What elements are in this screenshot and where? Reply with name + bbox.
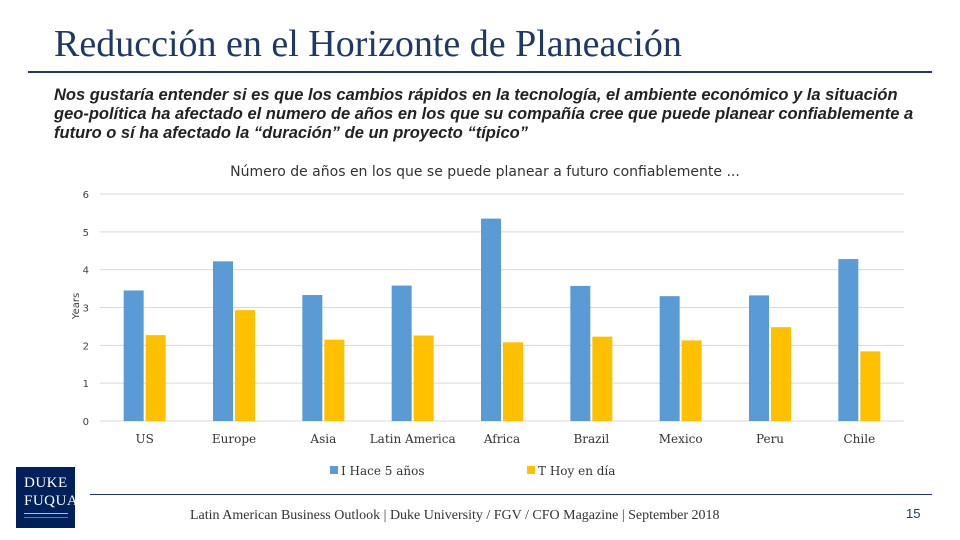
x-tick-label: Chile (843, 432, 875, 446)
logo-rule-2 (24, 517, 68, 518)
x-tick-label: Peru (756, 432, 784, 446)
bar-hoy-en-dia (592, 336, 613, 421)
legend-swatch (330, 466, 338, 474)
bar-hace-5-anos (391, 285, 412, 421)
x-tick-label: Africa (483, 432, 520, 446)
duke-fuqua-logo: DUKE FUQUA (16, 467, 79, 528)
x-tick-label: Latin America (370, 432, 456, 446)
logo-rule (24, 513, 68, 514)
bar-hace-5-anos (481, 218, 501, 421)
slide-subtitle: Nos gustaría entender si es que los camb… (54, 86, 914, 142)
logo-line-2: FUQUA (24, 493, 79, 509)
bar-hoy-en-dia (503, 342, 523, 421)
bar-hace-5-anos (302, 295, 323, 421)
footer-divider (90, 494, 932, 495)
y-tick-label: 1 (83, 379, 89, 390)
title-divider (28, 71, 932, 73)
y-tick-label: 4 (83, 266, 89, 277)
y-axis-label: Years (71, 293, 82, 320)
chart-title: Número de años en los que se puede plane… (230, 164, 740, 180)
legend-swatch (527, 466, 535, 474)
slide-title: Reducción en el Horizonte de Planeación (54, 23, 682, 65)
x-tick-label: Brazil (573, 432, 609, 446)
y-tick-label: 6 (83, 190, 89, 201)
bar-hace-5-anos (659, 296, 680, 421)
y-tick-label: 3 (83, 304, 89, 315)
bar-hace-5-anos (213, 261, 233, 421)
bar-hoy-en-dia (413, 335, 434, 421)
bar-hoy-en-dia (145, 335, 166, 421)
x-tick-label: US (135, 432, 153, 446)
y-tick-label: 2 (83, 341, 89, 352)
x-tick-label: Mexico (659, 432, 703, 446)
bar-hace-5-anos (749, 295, 769, 421)
page-number: 15 (906, 506, 921, 521)
bar-hace-5-anos (838, 259, 859, 421)
bar-hoy-en-dia (860, 351, 881, 421)
bar-hoy-en-dia (771, 327, 791, 421)
bar-hoy-en-dia (235, 310, 255, 421)
y-tick-label: 5 (83, 228, 89, 239)
bar-hace-5-anos (123, 290, 144, 421)
x-tick-label: Europe (212, 432, 256, 446)
bar-hoy-en-dia (681, 340, 702, 421)
logo-line-1: DUKE (24, 475, 68, 491)
legend-label: T Hoy en día (538, 464, 615, 478)
bar-hoy-en-dia (324, 339, 345, 421)
x-tick-label: Asia (309, 432, 336, 446)
footer-source: Latin American Business Outlook | Duke U… (190, 508, 720, 523)
legend-label: I Hace 5 años (341, 464, 425, 478)
y-tick-label: 0 (83, 417, 89, 428)
bar-hace-5-anos (570, 285, 591, 421)
